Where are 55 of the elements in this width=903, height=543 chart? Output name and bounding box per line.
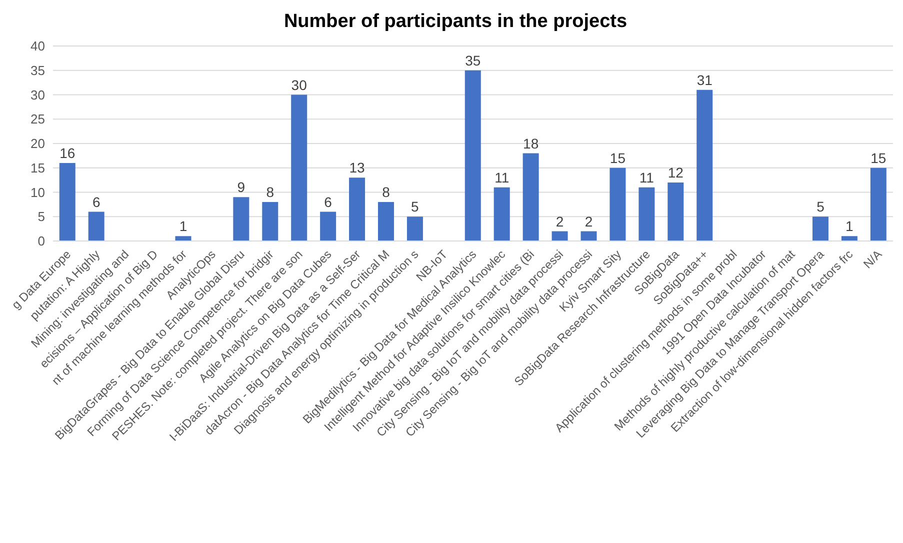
data-label: 12 [668,164,684,180]
data-label: 1 [846,218,854,234]
bar [291,94,308,241]
bar [610,168,626,241]
data-label: 30 [291,76,308,93]
bar [812,216,828,241]
data-label: 8 [382,184,390,200]
data-label: 15 [870,150,886,166]
bar [668,182,684,241]
bar [233,197,250,241]
bar [870,168,886,241]
bar [494,187,510,241]
y-tick-label: 25 [30,112,45,127]
bar [349,178,366,241]
data-label: 16 [60,145,76,161]
data-label: 5 [411,198,420,215]
data-label: 6 [92,194,100,210]
x-tick-label: N/A [860,247,885,272]
bar [88,212,104,241]
bar [638,187,655,241]
bar [841,236,858,241]
data-label: 31 [696,72,713,88]
data-label: 9 [237,179,246,196]
y-tick-label: 15 [30,160,45,176]
bar [552,231,568,241]
chart-title: Number of participants in the projects [282,10,628,34]
data-label: 11 [494,169,510,186]
bar [406,216,423,241]
data-label: 11 [639,169,654,186]
data-label: 35 [465,52,481,68]
y-tick-label: 35 [30,62,45,78]
bar [262,202,278,241]
y-tick-label: 30 [30,87,45,102]
y-tick-label: 5 [38,209,45,224]
bar [522,153,539,241]
data-label: 8 [266,184,274,200]
bar [696,90,713,241]
y-tick-label: 10 [30,184,45,200]
data-label: 13 [349,160,366,176]
data-label: 2 [584,213,593,230]
data-label: 5 [816,198,825,215]
bar [378,202,394,241]
bar [580,231,597,241]
data-label: 1 [179,218,188,234]
y-tick-label: 20 [30,136,45,152]
data-label: 15 [610,150,626,166]
bar [464,70,481,241]
bar [59,163,76,241]
y-tick-label: 40 [30,38,45,54]
bar [320,212,336,241]
y-tick-label: 0 [38,234,45,249]
data-label: 18 [523,135,539,152]
data-label: 6 [324,194,332,210]
bar [175,236,192,241]
data-label: 2 [556,213,564,230]
